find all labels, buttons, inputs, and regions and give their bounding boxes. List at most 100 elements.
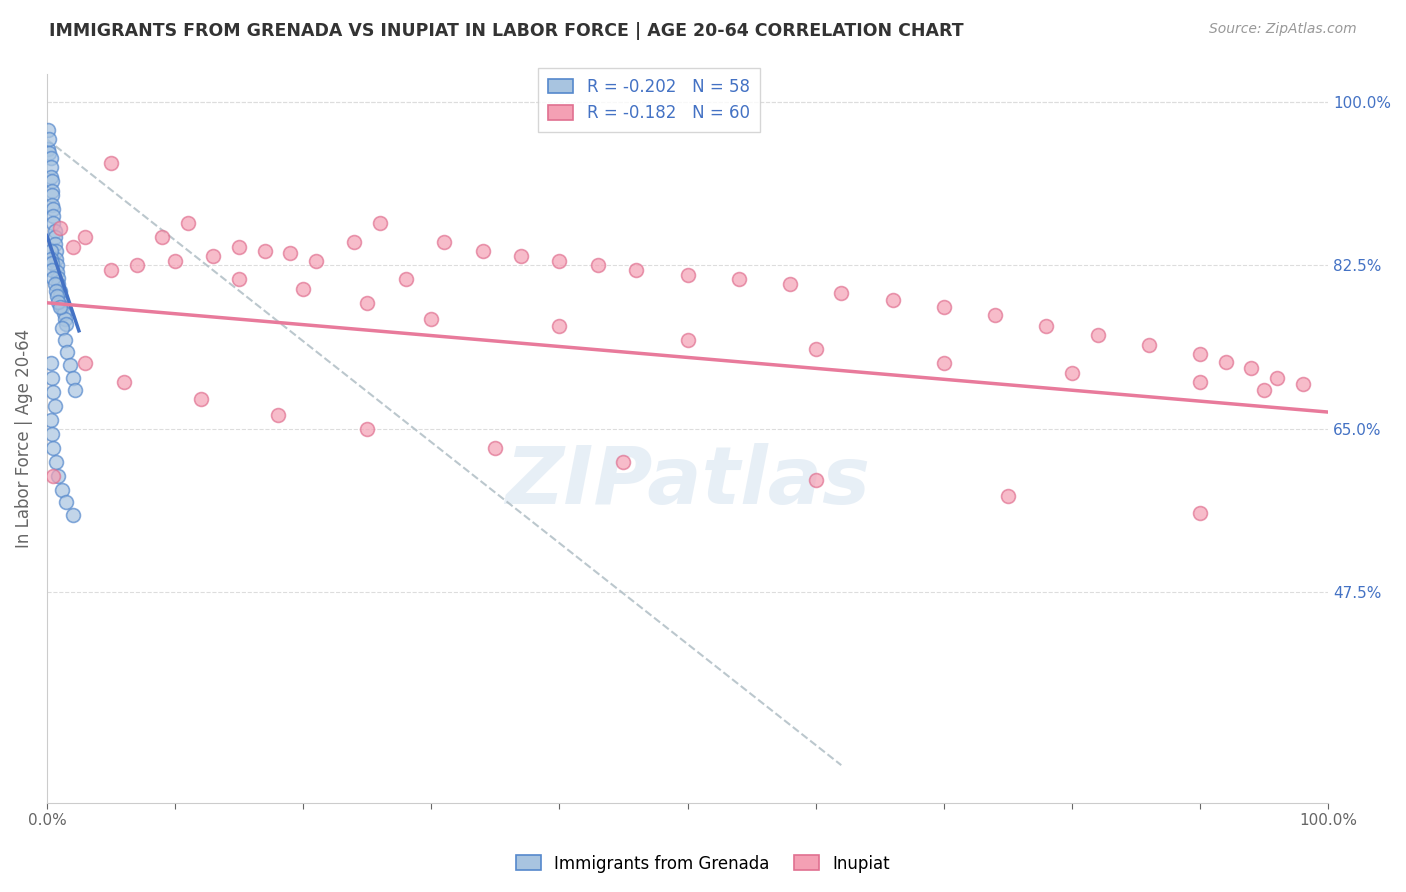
Point [48,289,70,303]
Point [125,259,148,273]
Point [433,235,456,249]
Point [41,426,63,441]
Point [343,235,366,249]
Point [42,384,65,399]
Point [41,263,63,277]
Point [37,123,59,137]
Point [932,301,955,315]
Point [51,301,73,315]
Point [51,483,73,497]
Point [39,161,62,175]
Point [41,255,63,269]
Point [882,293,904,307]
Point [177,216,200,230]
Point [53,333,76,347]
Legend: Immigrants from Grenada, Inupiat: Immigrants from Grenada, Inupiat [509,848,897,880]
Point [484,441,506,455]
Point [190,392,212,406]
Point [39,244,62,259]
Text: Source: ZipAtlas.com: Source: ZipAtlas.com [1209,22,1357,37]
Point [45,454,67,468]
Point [51,321,73,335]
Point [1087,328,1109,343]
Point [42,216,65,230]
Point [1188,347,1211,361]
Point [59,359,82,373]
Point [100,155,122,169]
Point [163,253,186,268]
Point [41,188,63,202]
Point [100,263,122,277]
Point [804,343,827,357]
Point [46,259,69,273]
Point [48,221,70,235]
Point [48,468,70,483]
Point [292,282,315,296]
Point [368,216,391,230]
Point [253,244,276,259]
Point [37,142,59,156]
Point [41,184,63,198]
Point [1188,375,1211,389]
Point [38,132,60,146]
Point [548,319,571,334]
Point [932,357,955,371]
Text: IMMIGRANTS FROM GRENADA VS INUPIAT IN LABOR FORCE | AGE 20-64 CORRELATION CHART: IMMIGRANTS FROM GRENADA VS INUPIAT IN LA… [49,22,965,40]
Point [112,375,135,389]
Point [42,202,65,217]
Point [727,272,749,286]
Point [612,454,634,468]
Point [997,489,1019,503]
Point [1188,506,1211,520]
Point [53,311,76,326]
Point [626,263,648,277]
Point [39,252,62,266]
Point [984,308,1007,322]
Point [48,294,70,309]
Point [62,370,84,384]
Point [1253,383,1275,397]
Point [44,236,66,251]
Point [49,294,72,309]
Point [56,345,79,359]
Point [52,306,75,320]
Point [48,284,70,298]
Point [75,230,97,244]
Text: ZIPatlas: ZIPatlas [505,443,870,521]
Point [779,277,801,291]
Point [471,244,494,259]
Point [75,357,97,371]
Point [62,508,84,522]
Point [1060,366,1083,380]
Point [46,289,69,303]
Point [38,146,60,161]
Point [63,383,86,397]
Point [228,240,250,254]
Y-axis label: In Labor Force | Age 20-64: In Labor Force | Age 20-64 [15,328,32,548]
Point [44,230,66,244]
Legend: R = -0.202   N = 58, R = -0.182   N = 60: R = -0.202 N = 58, R = -0.182 N = 60 [538,68,759,132]
Point [42,270,65,285]
Point [676,333,699,347]
Point [39,169,62,184]
Point [42,468,65,483]
Point [305,253,328,268]
Point [44,399,66,413]
Point [1215,354,1237,368]
Point [1137,338,1160,352]
Point [39,412,62,426]
Point [45,244,67,259]
Point [46,265,69,279]
Point [55,318,77,332]
Point [44,224,66,238]
Point [278,246,301,260]
Point [48,301,70,315]
Point [804,473,827,487]
Point [48,270,70,285]
Point [39,357,62,371]
Point [202,249,225,263]
Point [395,272,418,286]
Point [42,209,65,223]
Point [228,272,250,286]
Point [1035,319,1057,334]
